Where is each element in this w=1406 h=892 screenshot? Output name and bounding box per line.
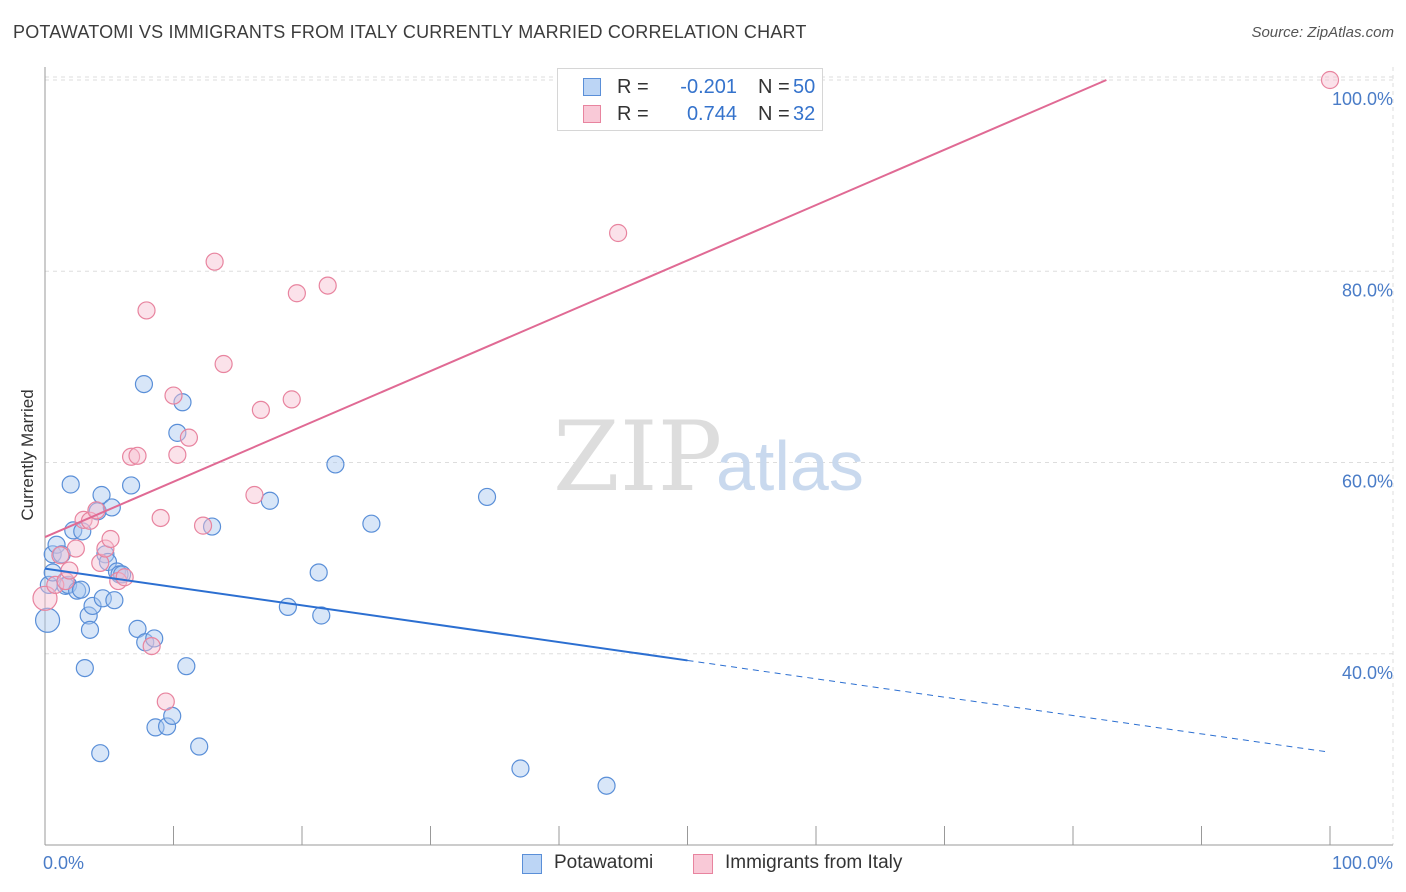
potawatomi-point (80, 620, 100, 639)
potawatomi-point (34, 607, 61, 633)
italy-point (245, 485, 264, 505)
bottom-legend-swatch-blue (522, 854, 542, 874)
potawatomi-point (105, 591, 124, 610)
y-tick-label: 80.0% (1342, 280, 1393, 300)
italy-point (46, 575, 65, 595)
legend-r-label: R = (617, 76, 649, 98)
bottom-legend-label: Immigrants from Italy (725, 852, 903, 873)
potawatomi-point (93, 589, 112, 608)
watermark-atlas: atlas (716, 427, 864, 505)
labels-layer: 40.0% 60.0% 80.0% 100.0% 0.0% 100.0% Currently… (18, 89, 1393, 873)
italy-point (179, 428, 199, 447)
legend-r-value: 0.744 (686, 103, 737, 125)
potawatomi-point (91, 744, 110, 763)
legend-n-value: 32 (793, 103, 816, 125)
italy-point (156, 692, 175, 711)
potawatomi-point (173, 393, 192, 412)
italy-point (91, 553, 110, 573)
y-tick-label: 60.0% (1342, 472, 1393, 492)
potawatomi-point (260, 491, 279, 510)
italy-trend-line (44, 79, 1107, 539)
potawatomi-point (309, 563, 328, 582)
chart-title: POTAWATOMI VS IMMIGRANTS FROM ITALY CURR… (13, 22, 807, 42)
italy-point (115, 568, 134, 587)
potawatomi-point (47, 535, 66, 554)
italy-point (128, 446, 147, 465)
bottom-legend-label: Potawatomi (554, 852, 654, 873)
legend-swatch-pink (583, 105, 601, 123)
legend-n-label: N = (758, 103, 790, 125)
y-axis-title: Currently Married (18, 389, 37, 520)
italy-point (96, 539, 115, 558)
potawatomi-point (61, 475, 80, 494)
italy-point (87, 501, 106, 520)
y-tick-label: 100.0% (1332, 89, 1393, 109)
italy-point (66, 539, 85, 558)
legend-swatch-blue (583, 78, 601, 96)
potawatomi-point (511, 759, 530, 778)
italy-point (51, 546, 70, 565)
potawatomi-point (79, 606, 98, 625)
watermark: ZIP atlas (553, 401, 864, 513)
y-tick-label: 40.0% (1342, 663, 1393, 683)
potawatomi-point (157, 717, 177, 736)
potawatomi-point (597, 776, 616, 795)
x-tick-label: 100.0% (1332, 853, 1393, 873)
italy-point (137, 301, 156, 320)
trend-layer (44, 79, 1331, 753)
potawatomi-trend-line-dashed (687, 659, 1331, 753)
potawatomi-point (477, 487, 497, 507)
legend-box: R = -0.201 N = 50 R = 0.744 N = 32 (557, 68, 823, 131)
italy-point (164, 386, 183, 405)
axes-layer (44, 67, 1393, 846)
potawatomi-point (134, 374, 154, 394)
legend-n-value: 50 (793, 76, 816, 98)
italy-point (205, 252, 224, 271)
legend-n-label: N = (758, 76, 790, 98)
potawatomi-point (362, 514, 381, 533)
potawatomi-point (128, 619, 147, 638)
italy-point (101, 529, 120, 549)
potawatomi-point (71, 580, 91, 599)
potawatomi-point (177, 657, 196, 676)
chart-source: Source: ZipAtlas.com (1251, 24, 1394, 41)
potawatomi-point (83, 596, 102, 616)
potawatomi-point (326, 455, 345, 474)
legend-r-label: R = (617, 103, 649, 125)
watermark-zip: ZIP (553, 401, 722, 513)
legend-r-value: -0.201 (680, 76, 737, 98)
italy-point (193, 516, 213, 535)
italy-point (282, 390, 301, 409)
potawatomi-point (278, 597, 297, 616)
italy-point (251, 400, 270, 420)
italy-point (142, 636, 161, 656)
grid-layer (45, 67, 1394, 845)
bottom-legend-swatch-pink (693, 854, 713, 874)
italy-point (168, 445, 187, 464)
potawatomi-point (312, 606, 331, 625)
italy-point (1320, 70, 1340, 90)
potawatomi-point (75, 658, 94, 678)
x-tick-label: 0.0% (43, 853, 84, 873)
potawatomi-point (190, 737, 209, 756)
potawatomi-point (168, 423, 187, 442)
italy-point (318, 276, 337, 295)
italy-point (287, 284, 306, 303)
italy-point (151, 508, 170, 528)
italy-point (214, 354, 233, 374)
potawatomi-point (121, 476, 141, 495)
italy-point (609, 223, 628, 243)
potawatomi-trend-line (44, 567, 688, 662)
italy-point (121, 447, 141, 466)
